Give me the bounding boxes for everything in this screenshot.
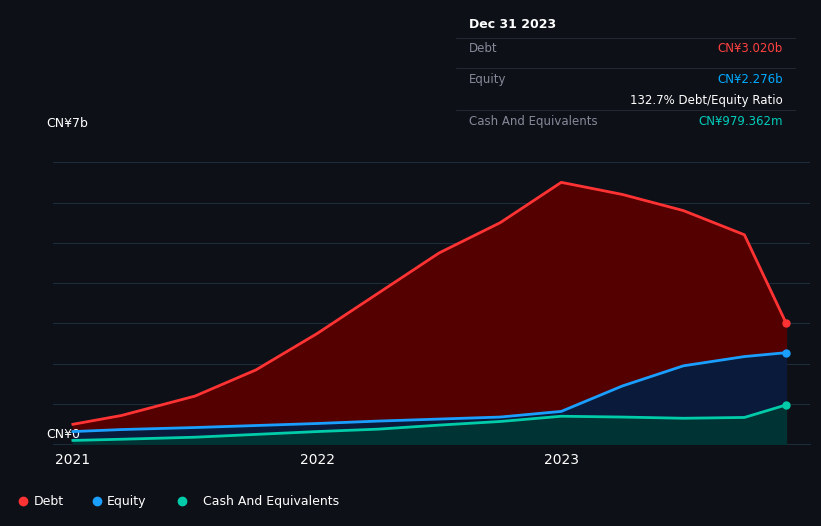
Text: CN¥7b: CN¥7b xyxy=(46,117,88,130)
Text: Cash And Equivalents: Cash And Equivalents xyxy=(470,115,598,128)
Text: Debt: Debt xyxy=(470,43,498,55)
Text: Debt: Debt xyxy=(34,494,63,508)
Text: CN¥2.276b: CN¥2.276b xyxy=(717,73,782,86)
Text: Equity: Equity xyxy=(107,494,147,508)
Text: Equity: Equity xyxy=(470,73,507,86)
Text: CN¥3.020b: CN¥3.020b xyxy=(718,43,782,55)
Text: 132.7% Debt/Equity Ratio: 132.7% Debt/Equity Ratio xyxy=(630,94,782,107)
Text: CN¥979.362m: CN¥979.362m xyxy=(698,115,782,128)
Text: Dec 31 2023: Dec 31 2023 xyxy=(470,18,557,31)
Text: Cash And Equivalents: Cash And Equivalents xyxy=(204,494,339,508)
Text: CN¥0: CN¥0 xyxy=(46,429,80,441)
